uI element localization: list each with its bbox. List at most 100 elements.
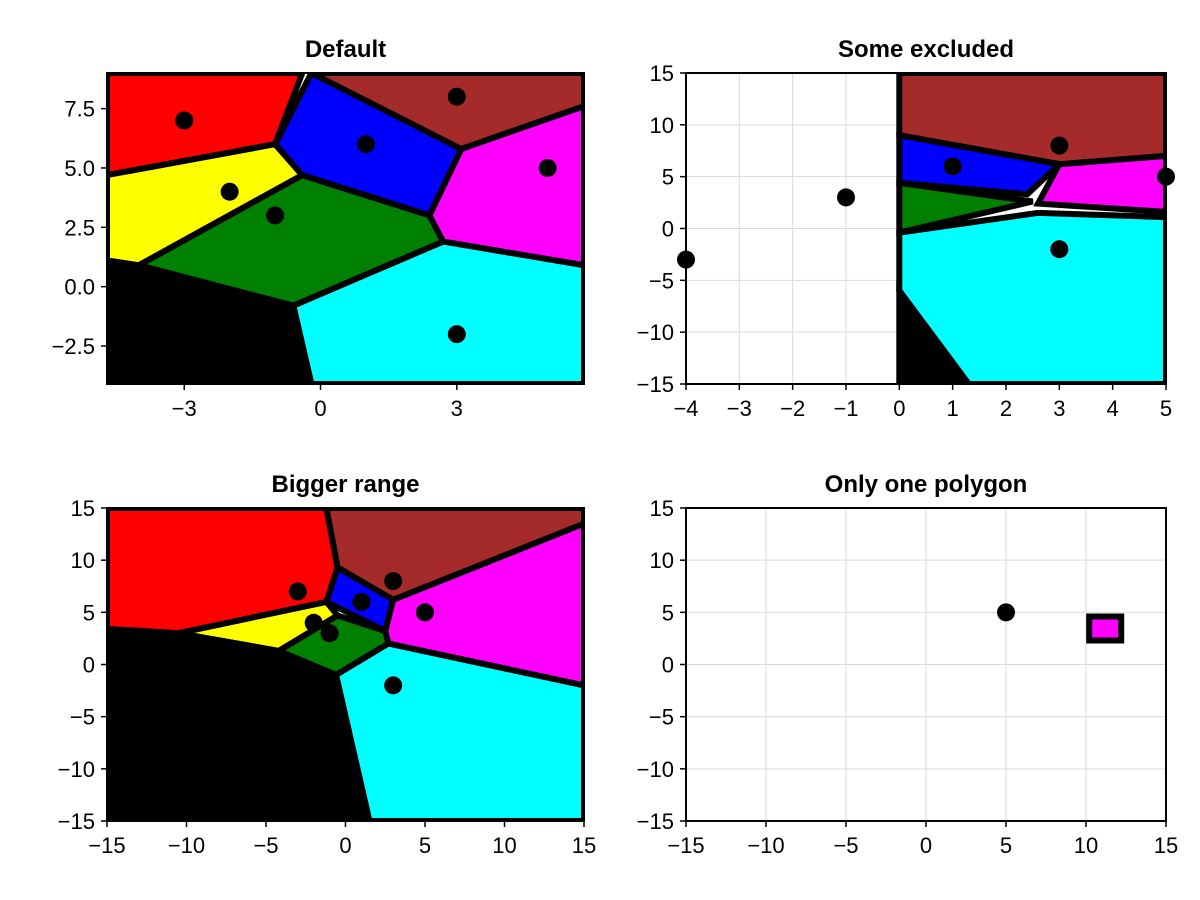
y-tick-label: −5 xyxy=(70,705,95,730)
y-tick-label: −10 xyxy=(637,320,674,345)
chart-title: Default xyxy=(305,36,386,63)
x-tick-label: −5 xyxy=(253,833,278,858)
data-point xyxy=(416,603,434,622)
data-point xyxy=(356,135,375,154)
data-points xyxy=(997,603,1015,622)
x-tick-label: −10 xyxy=(168,833,205,858)
x-tick-label: 2 xyxy=(1000,396,1012,421)
x-tick-label: 3 xyxy=(451,396,463,421)
data-point xyxy=(384,572,403,591)
x-tick-label: −2 xyxy=(780,396,805,421)
data-point xyxy=(538,158,557,177)
data-point xyxy=(304,613,323,632)
data-point xyxy=(1050,136,1069,155)
x-tick-label: −3 xyxy=(727,396,752,421)
y-tick-label: 5 xyxy=(662,165,674,190)
y-tick-label: 15 xyxy=(71,496,95,521)
voronoi-cell xyxy=(310,73,584,153)
axis-ticks: −3 0 3 −2.5 0.0 2.5 5.0 7.5 xyxy=(52,97,463,421)
x-tick-label: −3 xyxy=(172,396,197,421)
chart-panel-3: Bigger range −15 −10 −5 0 5 10 15 −15 −10 −5 0 5 10 15 xyxy=(58,471,597,858)
chart-panel-1: Default −3 0 3 −2.5 0.0 2.5 5.0 7.5 xyxy=(52,36,585,421)
plot-frame xyxy=(106,72,585,385)
y-tick-label: 10 xyxy=(650,548,674,573)
x-tick-label: 10 xyxy=(492,833,516,858)
y-tick-label: −2.5 xyxy=(52,334,95,359)
chart-panel-4: Only one polygon −15 −10 −5 0 5 10 15 −15 −10 −5 0 5… xyxy=(637,471,1179,858)
data-point xyxy=(266,206,285,225)
x-tick-label: −4 xyxy=(673,396,698,421)
axis-ticks: −15 −10 −5 0 5 10 15 −15 −10 −5 0 5 10 15 xyxy=(637,496,1179,858)
y-tick-label: 7.5 xyxy=(64,97,95,122)
x-tick-label: 0 xyxy=(314,396,326,421)
voronoi-cell xyxy=(107,625,373,821)
x-tick-label: 15 xyxy=(1154,833,1178,858)
y-tick-label: −5 xyxy=(649,268,674,293)
voronoi-cell xyxy=(1033,152,1166,215)
voronoi-cells xyxy=(107,508,584,821)
y-tick-label: −15 xyxy=(637,372,674,397)
data-points xyxy=(175,87,557,344)
voronoi-cell xyxy=(896,281,973,384)
x-tick-label: 10 xyxy=(1074,833,1098,858)
data-point xyxy=(288,582,307,601)
voronoi-cell xyxy=(107,257,315,384)
y-tick-label: 0 xyxy=(662,653,674,678)
data-point xyxy=(384,676,403,695)
chart-panel-2: Some excluded−4 −3 −2 −1 0 1 2 3 4 5−15−10−505101… xyxy=(637,36,1175,421)
data-points xyxy=(288,572,434,695)
x-tick-label: 1 xyxy=(947,396,959,421)
y-tick-label: 5.0 xyxy=(64,156,95,181)
x-tick-label: 0 xyxy=(339,833,351,858)
data-point xyxy=(447,325,466,344)
chart-title: Some excluded xyxy=(838,36,1014,63)
y-tick-label: −15 xyxy=(637,809,674,834)
data-point xyxy=(1050,240,1069,259)
y-tick-label: 15 xyxy=(650,496,674,521)
x-tick-label: 5 xyxy=(419,833,431,858)
data-point xyxy=(320,624,339,643)
y-tick-label: 2.5 xyxy=(64,215,95,240)
y-tick-label: 15 xyxy=(650,61,674,86)
data-point xyxy=(220,182,239,201)
voronoi-cell xyxy=(896,131,1066,198)
voronoi-cells xyxy=(896,73,1166,384)
x-tick-label: 0 xyxy=(920,833,932,858)
data-point xyxy=(1157,167,1175,186)
y-tick-label: 0.0 xyxy=(64,275,95,300)
chart-title: Bigger range xyxy=(271,471,419,498)
y-tick-label: 0 xyxy=(662,217,674,242)
grid-lines xyxy=(685,507,1167,822)
data-point xyxy=(943,157,962,176)
x-tick-label: 5 xyxy=(1160,396,1172,421)
x-tick-label: 4 xyxy=(1107,396,1119,421)
x-tick-label: 0 xyxy=(893,396,905,421)
voronoi-cells xyxy=(107,73,584,384)
data-points xyxy=(677,136,1175,269)
axis-ticks: −15 −10 −5 0 5 10 15 −15 −10 −5 0 5 10 15 xyxy=(58,496,597,858)
x-tick-label: 3 xyxy=(1053,396,1065,421)
x-tick-label: −5 xyxy=(833,833,858,858)
y-tick-label: 0 xyxy=(83,653,95,678)
data-point xyxy=(447,87,466,106)
voronoi-cell xyxy=(896,179,1034,237)
x-tick-label: −1 xyxy=(833,396,858,421)
data-point xyxy=(837,188,855,207)
data-point xyxy=(352,592,371,611)
x-tick-label: 5 xyxy=(1000,833,1012,858)
y-tick-label: −15 xyxy=(58,809,95,834)
y-tick-label: 10 xyxy=(71,548,95,573)
y-tick-label: 5 xyxy=(662,600,674,625)
y-tick-label: 10 xyxy=(650,113,674,138)
x-tick-label: −10 xyxy=(747,833,784,858)
y-tick-label: −10 xyxy=(58,757,95,782)
chart-title: Only one polygon xyxy=(825,471,1028,498)
voronoi-cells xyxy=(1086,613,1125,644)
y-tick-label: 5 xyxy=(83,600,95,625)
x-tick-label: −15 xyxy=(88,833,125,858)
data-point xyxy=(677,250,695,269)
x-tick-label: 15 xyxy=(572,833,596,858)
voronoi-cell xyxy=(1086,613,1125,644)
